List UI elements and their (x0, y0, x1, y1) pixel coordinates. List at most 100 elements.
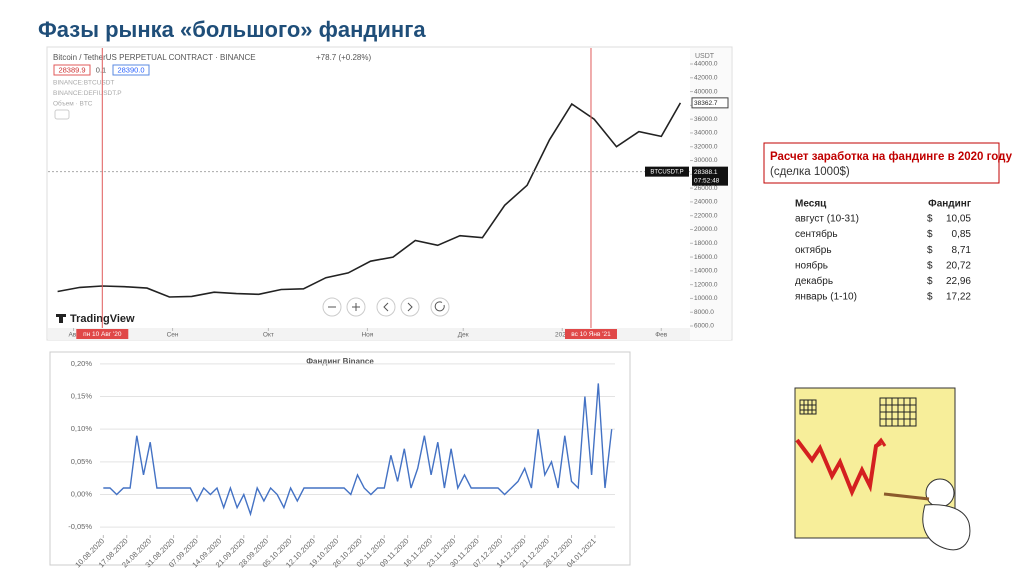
y-tick-label: 12000.0 (694, 281, 718, 288)
ask: 28390.0 (117, 65, 144, 74)
month: январь (1-10) (795, 292, 857, 303)
month: ноябрь (795, 259, 828, 271)
funding-amount: 17,22 (946, 292, 971, 303)
collapse-button[interactable] (54, 109, 70, 120)
y-tick-label: 0,00% (71, 489, 93, 498)
x-tick-label: Авг (68, 332, 79, 339)
icon (407, 302, 413, 312)
data-line (103, 383, 613, 517)
x-tick-label: Дек (458, 332, 469, 339)
y-tick-label: 22000.0 (694, 212, 718, 219)
legend-item: BINANCE:DEFIUSDT.P (53, 90, 122, 97)
bid: 28389.9 (58, 65, 85, 74)
y-unit: USDT (695, 53, 715, 60)
y-tick-label: 6000.0 (694, 323, 714, 330)
table-header: Месяц (795, 199, 827, 210)
reset-button[interactable] (430, 297, 450, 317)
table-header: Фандинг (928, 199, 971, 210)
symbol: Bitcoin / TetherUS PERPETUAL CONTRACT · … (53, 53, 256, 62)
spread: 0.1 (96, 65, 106, 74)
y-tick-label: 18000.0 (694, 240, 718, 247)
price-axis-band (690, 48, 731, 340)
y-tick-label: 24000.0 (694, 199, 718, 206)
y-tick-label: 0,10% (71, 424, 93, 433)
funding-amount: 22,96 (946, 276, 971, 287)
scroll-right-button[interactable] (400, 297, 420, 317)
y-tick-label: 0,05% (71, 457, 93, 466)
y-tick-label: 40000.0 (694, 88, 718, 95)
last-price-label: 38362.7 (694, 100, 718, 107)
arrow-head (874, 437, 887, 447)
y-tick-label: 30000.0 (694, 157, 718, 164)
current-price-tag (692, 166, 728, 186)
change: +78.7 (+0.28%) (316, 53, 371, 62)
y-tick-label: 0,20% (71, 359, 93, 368)
y-tick-label: 36000.0 (694, 116, 718, 123)
grid-icon (799, 399, 817, 415)
month: сентябрь (795, 228, 838, 240)
currency: $ (927, 214, 933, 225)
legend-item: BINANCE:BTCUSDT (53, 80, 114, 87)
table-title-text: Расчет заработка на фандинге в 2020 году (770, 151, 1013, 163)
y-tick-label: 32000.0 (694, 143, 718, 150)
x-tick-label: 2021 (555, 332, 570, 339)
y-tick-label: -0,05% (68, 522, 92, 531)
month: декабрь (795, 275, 833, 287)
icon (434, 301, 445, 312)
scroll-left-button[interactable] (376, 297, 396, 317)
icon (383, 302, 389, 312)
month: август (10-31) (795, 214, 859, 225)
y-tick-label: 26000.0 (694, 185, 718, 192)
cartoon (793, 387, 975, 557)
table-title: Расчет заработка на фандинге в 2020 году (770, 151, 1013, 163)
funding-amount: 0,85 (952, 229, 972, 240)
funding-amount: 20,72 (946, 260, 971, 271)
y-tick-label: 16000.0 (694, 254, 718, 261)
y-tick-label: 20000.0 (694, 226, 718, 233)
marker-label-bg (76, 329, 129, 339)
current-price-label: 28388.1 (694, 169, 718, 176)
y-tick-label: 14000.0 (694, 268, 718, 275)
body (922, 504, 971, 551)
funding-amount: 8,71 (952, 245, 972, 256)
data-line (57, 102, 682, 298)
month: октябрь (795, 244, 832, 256)
currency: $ (927, 229, 933, 240)
marker-label-bg (564, 329, 617, 339)
grid-icon (879, 397, 917, 427)
marker-label: пн 10 Авг '20 (83, 331, 122, 338)
y-tick-label: 10000.0 (694, 295, 718, 302)
funding-amount: 10,05 (946, 214, 971, 225)
pointer (883, 492, 930, 501)
time-axis-band (48, 328, 690, 340)
bid-box (53, 64, 91, 76)
symbol-tag-label: BTCUSDT.P (650, 170, 683, 176)
currency: $ (927, 292, 933, 303)
symbol-tag (645, 166, 689, 177)
ask-box (112, 64, 150, 76)
current-time-label: 07:52:48 (694, 177, 720, 184)
y-tick-label: 8000.0 (694, 309, 714, 316)
marker-label: вс 10 Янв '21 (571, 331, 611, 338)
last-price-tag (691, 97, 729, 109)
table-title-box (763, 142, 1000, 184)
x-tick-label: Фев (655, 332, 668, 339)
slide-title: Фазы рынка «большого» фандинга (38, 17, 426, 42)
x-tick-label: Окт (263, 332, 274, 339)
brand-logo (56, 314, 66, 323)
price-chart-frame (46, 46, 733, 341)
x-tick-label: Сен (167, 332, 179, 339)
y-tick-label: 44000.0 (694, 61, 718, 68)
currency: $ (927, 260, 933, 271)
y-tick-label: 0,15% (71, 391, 93, 400)
x-tick-label: Ноя (361, 332, 373, 339)
icon (352, 303, 360, 311)
funding-title: Фандинг Binance (306, 357, 374, 366)
y-tick-label: 34000.0 (694, 130, 718, 137)
currency: $ (927, 245, 933, 256)
table-note: (сделка 1000$) (770, 166, 850, 178)
toolbar (322, 297, 450, 317)
legend-item: Объем · BTC (53, 100, 93, 108)
